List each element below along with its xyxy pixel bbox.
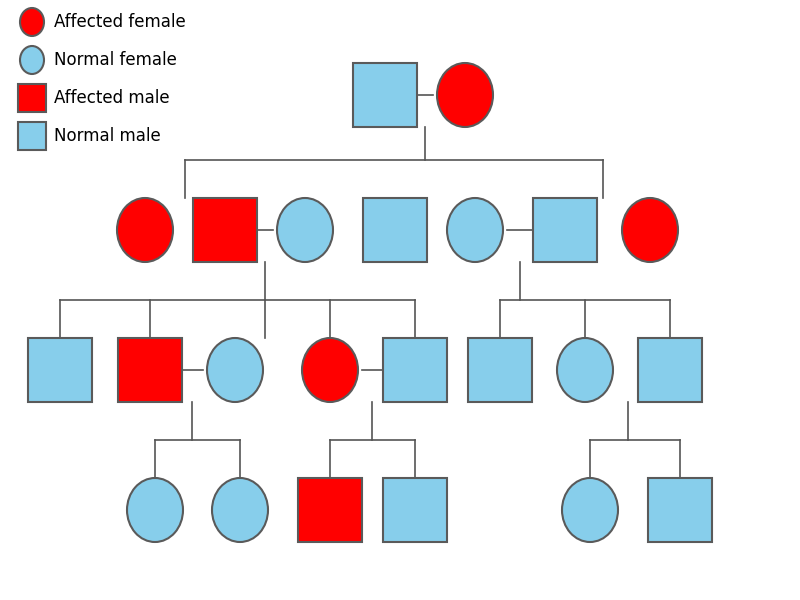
FancyBboxPatch shape xyxy=(298,478,362,542)
FancyBboxPatch shape xyxy=(648,478,712,542)
FancyBboxPatch shape xyxy=(383,338,447,402)
Text: Affected male: Affected male xyxy=(54,89,170,107)
FancyBboxPatch shape xyxy=(18,84,46,112)
Ellipse shape xyxy=(207,338,263,402)
Text: Normal male: Normal male xyxy=(54,127,161,145)
Ellipse shape xyxy=(20,8,44,36)
FancyBboxPatch shape xyxy=(28,338,92,402)
FancyBboxPatch shape xyxy=(638,338,702,402)
Ellipse shape xyxy=(20,46,44,74)
Ellipse shape xyxy=(557,338,613,402)
Ellipse shape xyxy=(622,198,678,262)
Ellipse shape xyxy=(302,338,358,402)
FancyBboxPatch shape xyxy=(383,478,447,542)
FancyBboxPatch shape xyxy=(353,63,417,127)
Ellipse shape xyxy=(127,478,183,542)
FancyBboxPatch shape xyxy=(533,198,597,262)
FancyBboxPatch shape xyxy=(118,338,182,402)
Ellipse shape xyxy=(437,63,493,127)
Ellipse shape xyxy=(447,198,503,262)
Ellipse shape xyxy=(117,198,173,262)
FancyBboxPatch shape xyxy=(468,338,532,402)
FancyBboxPatch shape xyxy=(363,198,427,262)
FancyBboxPatch shape xyxy=(18,122,46,150)
Text: Affected female: Affected female xyxy=(54,13,186,31)
Text: Normal female: Normal female xyxy=(54,51,177,69)
Ellipse shape xyxy=(562,478,618,542)
Ellipse shape xyxy=(277,198,333,262)
Ellipse shape xyxy=(212,478,268,542)
FancyBboxPatch shape xyxy=(193,198,257,262)
